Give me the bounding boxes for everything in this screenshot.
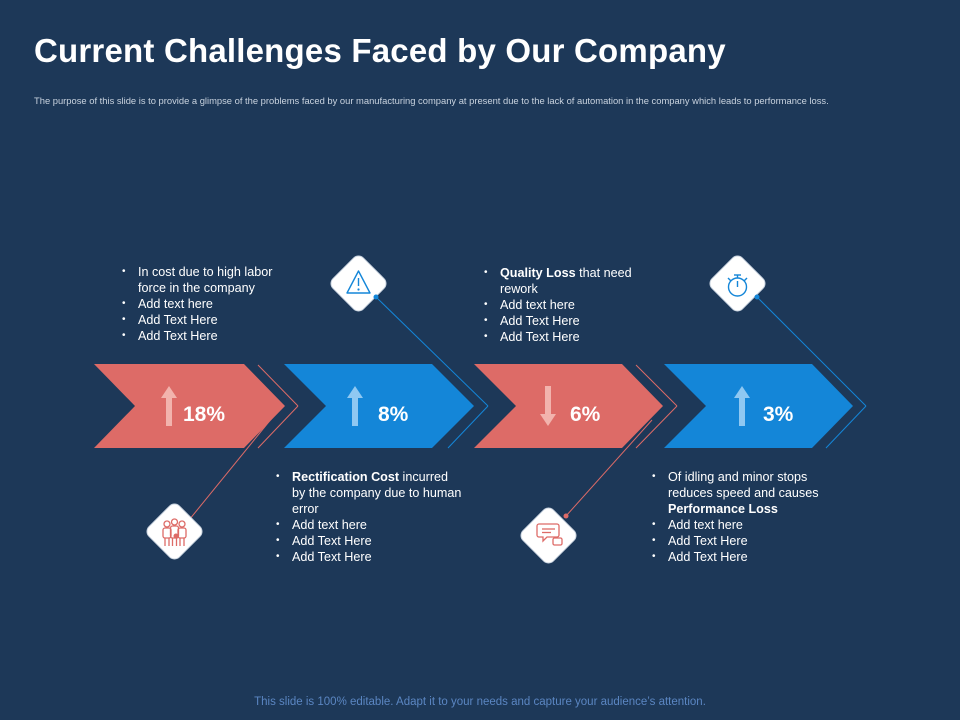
step-3-percent: 6%	[570, 403, 601, 426]
chevron-step-1	[94, 364, 285, 448]
connector-line-1	[257, 364, 299, 407]
connector-line-4	[756, 296, 867, 407]
connector-line-2b	[447, 405, 489, 449]
list-item: Add Text Here	[482, 313, 632, 329]
step-2-bullets: Rectification Cost incurred by the compa…	[274, 469, 464, 565]
list-item: Add Text Here	[482, 329, 632, 345]
connector-line-2	[375, 296, 489, 407]
list-item: Add text here	[274, 517, 464, 533]
list-item: Of idling and minor stops reduces speed …	[650, 469, 835, 517]
list-item: Add text here	[482, 297, 632, 313]
list-item: Add Text Here	[650, 533, 835, 549]
connector-dot	[563, 513, 569, 519]
slide-footer: This slide is 100% editable. Adapt it to…	[254, 696, 706, 708]
step-4-bullets: Of idling and minor stops reduces speed …	[650, 469, 835, 565]
step-3-bullets: Quality Loss that need rework Add text h…	[482, 265, 632, 345]
connector-dot	[173, 533, 179, 539]
connector-line-3c	[565, 419, 653, 517]
connector-line-4b	[825, 405, 867, 449]
feedback-thumbs-down-icon	[520, 507, 577, 564]
connector-dot	[754, 294, 760, 300]
step-2-percent: 8%	[378, 403, 409, 426]
chevron-step-4	[664, 364, 853, 448]
chevron-step-3	[474, 364, 663, 448]
warning-triangle-icon	[330, 255, 387, 312]
list-item: Quality Loss that need rework	[482, 265, 632, 297]
step-1-bullets: In cost due to high labor force in the c…	[120, 264, 295, 344]
connector-line-1c	[175, 417, 273, 537]
connector-line-3	[635, 364, 678, 407]
arrow-down-icon	[540, 386, 556, 426]
list-item: Add Text Here	[274, 549, 464, 565]
arrow-up-icon	[161, 386, 177, 426]
list-item: Rectification Cost incurred by the compa…	[274, 469, 464, 517]
list-item: Add text here	[120, 296, 295, 312]
list-item: Add Text Here	[274, 533, 464, 549]
chevron-step-2	[284, 364, 474, 448]
step-4-percent: 3%	[763, 403, 794, 426]
slide-subtitle: The purpose of this slide is to provide …	[34, 95, 829, 106]
list-item: In cost due to high labor force in the c…	[120, 264, 295, 296]
slide-title: Current Challenges Faced by Our Company	[34, 32, 726, 69]
list-item: Add Text Here	[120, 328, 295, 344]
step-1-percent: 18%	[183, 403, 225, 426]
list-item: Add text here	[650, 517, 835, 533]
list-item: Add Text Here	[650, 549, 835, 565]
arrow-up-icon	[347, 386, 363, 426]
stopwatch-icon	[709, 255, 766, 312]
list-item: Add Text Here	[120, 312, 295, 328]
connector-line-1b	[257, 405, 299, 449]
arrow-up-icon	[734, 386, 750, 426]
people-group-icon	[146, 503, 203, 560]
connector-line-3b	[635, 405, 678, 449]
connector-dot	[373, 294, 379, 300]
